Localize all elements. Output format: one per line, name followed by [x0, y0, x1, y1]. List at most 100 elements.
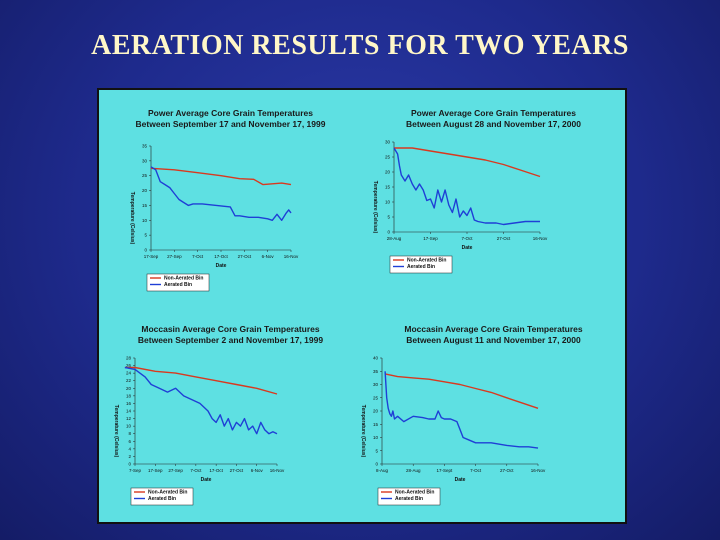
chart-title: Moccasin Average Core Grain Temperatures… — [362, 324, 625, 346]
chart-svg: 0 5 10 15 20 25 30 35 40 8-Aug 28-Aug 17-Sept 7-Oct 2… — [360, 356, 546, 506]
x-tick-label: 17-Sep — [423, 236, 438, 241]
y-tick-label: 10 — [385, 200, 391, 205]
chart-svg: 0 5 10 15 20 25 30 28-Aug 17-Sep 7-Oct 27-Oct 16-No… — [372, 140, 548, 274]
chart-title-line2: Between August 11 and November 17, 2000 — [406, 335, 581, 345]
chart-title-line1: Power Average Core Grain Temperatures — [147, 108, 314, 118]
series-line-non-aerated — [150, 167, 292, 186]
legend-label: Aerated Bin — [407, 264, 435, 270]
series-line-aerated — [384, 371, 539, 449]
x-tick-label: 7-Sep — [129, 468, 142, 473]
legend-label: Aerated Bin — [164, 282, 192, 288]
y-axis-label: Temperature (Celsius) — [129, 192, 135, 245]
y-axis-label: Temperature (Celsius) — [113, 405, 119, 458]
y-tick-label: 25 — [373, 395, 379, 400]
y-tick-label: 24 — [126, 371, 132, 376]
chart-power-2000: Power Average Core Grain Temperatures Be… — [362, 90, 625, 306]
y-tick-label: 5 — [375, 448, 378, 453]
series-line-aerated — [393, 147, 540, 226]
y-tick-label: 5 — [387, 215, 390, 220]
chart-moccasin-1999: Moccasin Average Core Grain Temperatures… — [99, 306, 362, 522]
y-tick-label: 20 — [385, 170, 391, 175]
legend — [130, 487, 194, 506]
chart-title-line1: Power Average Core Grain Temperatures — [410, 108, 577, 118]
legend — [146, 273, 210, 292]
y-tick-label: 35 — [142, 144, 148, 149]
x-tick-label: 17-Sep — [148, 468, 163, 473]
y-tick-label: 18 — [126, 393, 132, 398]
x-axis-label: Date — [455, 477, 466, 483]
legend-label: Non-Aerated Bin — [407, 258, 446, 264]
x-axis-label: Date — [216, 263, 227, 269]
y-tick-label: 12 — [126, 416, 132, 421]
x-tick-label: 16-Nov — [533, 236, 548, 241]
y-tick-label: 2 — [128, 454, 131, 459]
series-line-non-aerated — [384, 373, 539, 409]
y-tick-label: 10 — [126, 424, 132, 429]
y-tick-label: 0 — [387, 230, 390, 235]
y-tick-label: 30 — [385, 140, 391, 145]
chart-title-line1: Moccasin Average Core Grain Temperatures — [404, 324, 583, 334]
chart-power-1999: Power Average Core Grain Temperatures Be… — [99, 90, 362, 306]
x-tick-label: 27-Sep — [167, 254, 182, 259]
x-tick-label: 16-Nov — [270, 468, 285, 473]
y-tick-label: 10 — [373, 435, 379, 440]
x-tick-label: 7-Oct — [190, 468, 202, 473]
chart-moccasin-2000: Moccasin Average Core Grain Temperatures… — [360, 306, 625, 522]
chart-title-line2: Between September 17 and November 17, 19… — [135, 119, 326, 129]
y-tick-label: 4 — [128, 446, 131, 451]
y-tick-label: 5 — [144, 233, 147, 238]
chart-title: Moccasin Average Core Grain Temperatures… — [99, 324, 362, 346]
legend-label: Aerated Bin — [148, 496, 176, 502]
y-tick-label: 20 — [126, 386, 132, 391]
y-tick-label: 30 — [142, 158, 148, 163]
series-line-aerated — [124, 366, 278, 435]
y-tick-label: 14 — [126, 409, 132, 414]
y-tick-label: 20 — [142, 188, 148, 193]
x-tick-label: 27-Oct — [238, 254, 252, 259]
y-tick-label: 0 — [375, 462, 378, 467]
chart-title: Power Average Core Grain Temperatures Be… — [99, 108, 362, 130]
y-tick-label: 22 — [126, 378, 132, 383]
x-tick-label: 6-Nov — [251, 468, 264, 473]
x-tick-label: 17-Sept — [437, 468, 454, 473]
y-tick-label: 15 — [373, 422, 379, 427]
y-tick-label: 0 — [144, 248, 147, 253]
slide-title: AERATION RESULTS FOR TWO YEARS — [91, 30, 629, 61]
y-tick-label: 35 — [373, 369, 379, 374]
y-tick-label: 0 — [128, 462, 131, 467]
x-tick-label: 17-Oct — [214, 254, 228, 259]
x-tick-label: 17-Sep — [144, 254, 159, 259]
chart-title-line2: Between August 28 and November 17, 2000 — [406, 119, 581, 129]
x-tick-label: 8-Aug — [376, 468, 389, 473]
series-line-non-aerated — [124, 366, 278, 395]
x-tick-label: 7-Oct — [470, 468, 482, 473]
x-tick-label: 27-Oct — [497, 236, 511, 241]
x-tick-label: 27-Oct — [500, 468, 514, 473]
y-tick-label: 16 — [126, 401, 132, 406]
x-tick-label: 28-Aug — [406, 468, 421, 473]
x-axis-label: Date — [462, 245, 473, 251]
chart-title-line2: Between September 2 and November 17, 199… — [137, 335, 324, 345]
x-tick-label: 7-Oct — [461, 236, 473, 241]
legend-label: Aerated Bin — [395, 496, 423, 502]
y-tick-label: 26 — [126, 363, 132, 368]
charts-panel: Power Average Core Grain Temperatures Be… — [97, 88, 627, 524]
x-tick-label: 27-Oct — [230, 468, 244, 473]
x-tick-label: 17-Oct — [209, 468, 223, 473]
x-tick-label: 7-Oct — [192, 254, 204, 259]
y-tick-label: 25 — [142, 173, 148, 178]
y-tick-label: 20 — [373, 409, 379, 414]
y-tick-label: 10 — [142, 218, 148, 223]
y-tick-label: 40 — [373, 356, 379, 361]
y-tick-label: 15 — [142, 203, 148, 208]
chart-title-line1: Moccasin Average Core Grain Temperatures — [141, 324, 320, 334]
x-tick-label: 16-Nov — [531, 468, 546, 473]
y-tick-label: 6 — [128, 439, 131, 444]
legend — [377, 487, 441, 506]
legend — [389, 255, 453, 274]
series-line-aerated — [150, 166, 292, 222]
x-tick-label: 16-Nov — [284, 254, 299, 259]
y-tick-label: 28 — [126, 356, 132, 361]
y-tick-label: 25 — [385, 155, 391, 160]
